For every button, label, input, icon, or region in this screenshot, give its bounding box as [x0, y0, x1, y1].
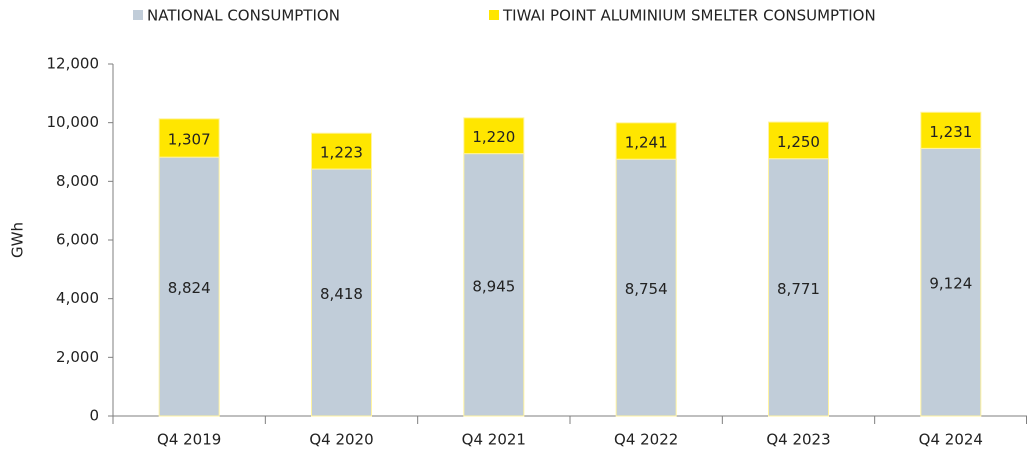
data-label: 1,220: [472, 128, 515, 146]
y-tick-label: 10,000: [47, 113, 100, 131]
bar-segment: [920, 111, 982, 149]
legend-label: NATIONAL CONSUMPTION: [147, 7, 340, 25]
bar-segment: [615, 122, 677, 160]
bar-segment: [311, 132, 372, 170]
data-label: 1,307: [168, 130, 211, 148]
legend-swatch: [489, 10, 499, 20]
bar-segment: [768, 121, 829, 160]
x-tick-label: Q4 2021: [462, 431, 526, 449]
data-label: 1,250: [777, 133, 820, 151]
bar-segment: [463, 153, 525, 417]
legend-label: TIWAI POINT ALUMINIUM SMELTER CONSUMPTIO…: [502, 7, 876, 25]
y-tick-label: 6,000: [56, 231, 99, 249]
bar-segment: [615, 158, 677, 417]
bar-segment: [768, 158, 829, 417]
y-tick-label: 12,000: [47, 55, 100, 73]
data-label: 8,771: [777, 280, 820, 298]
data-label: 1,241: [625, 134, 668, 152]
data-label: 8,418: [320, 285, 363, 303]
bar-segment: [158, 118, 220, 158]
y-tick-label: 8,000: [56, 172, 99, 190]
bar-segment: [158, 156, 220, 417]
data-label: 8,754: [625, 280, 668, 298]
y-tick-label: 2,000: [56, 348, 99, 366]
data-label: 1,223: [320, 144, 363, 162]
y-axis-label: GWh: [9, 222, 27, 258]
data-label: 8,824: [168, 279, 211, 297]
data-label: 8,945: [472, 277, 515, 295]
x-tick-label: Q4 2019: [157, 431, 221, 449]
bar-segment: [311, 168, 372, 417]
bar-segment: [463, 117, 525, 155]
data-label: 1,231: [929, 123, 972, 141]
bar-segment: [920, 147, 982, 417]
x-tick-label: Q4 2023: [766, 431, 830, 449]
y-tick-label: 0: [89, 407, 99, 425]
x-tick-label: Q4 2020: [309, 431, 373, 449]
legend-swatch: [133, 10, 143, 20]
x-tick-label: Q4 2024: [919, 431, 983, 449]
y-tick-label: 4,000: [56, 289, 99, 307]
data-label: 9,124: [929, 275, 972, 293]
x-tick-label: Q4 2022: [614, 431, 678, 449]
